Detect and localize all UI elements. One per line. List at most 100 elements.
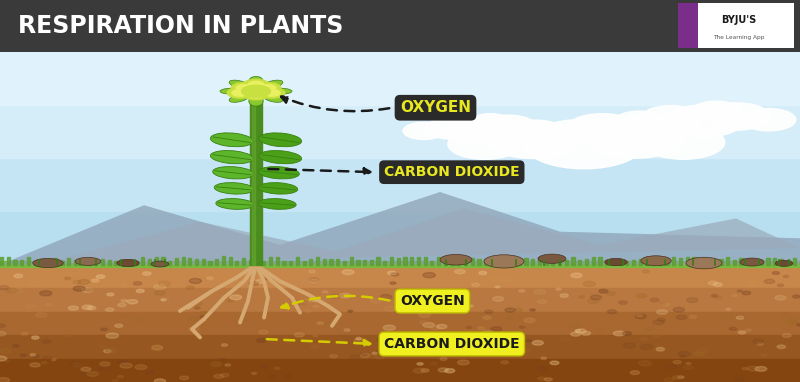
Circle shape	[65, 277, 70, 280]
Bar	[450, 259, 454, 265]
Bar	[0, 105, 800, 158]
Circle shape	[746, 282, 758, 286]
Circle shape	[420, 321, 428, 324]
Circle shape	[582, 331, 590, 335]
Bar	[252, 91, 255, 265]
Bar	[638, 259, 642, 265]
Circle shape	[313, 335, 318, 337]
Circle shape	[14, 274, 22, 278]
Circle shape	[227, 299, 234, 302]
Ellipse shape	[268, 88, 292, 94]
Circle shape	[440, 358, 447, 360]
Circle shape	[391, 273, 399, 276]
Circle shape	[385, 306, 397, 311]
Bar	[121, 261, 124, 265]
Circle shape	[694, 352, 704, 356]
Circle shape	[673, 376, 681, 379]
Text: CARBON DIOXIDE: CARBON DIOXIDE	[384, 165, 520, 179]
Circle shape	[70, 361, 81, 366]
Circle shape	[0, 356, 7, 361]
Circle shape	[468, 305, 473, 307]
Bar	[6, 257, 10, 265]
Circle shape	[434, 332, 444, 336]
Bar	[410, 257, 414, 265]
Circle shape	[704, 103, 770, 130]
Bar	[61, 261, 64, 265]
Circle shape	[264, 89, 280, 96]
Circle shape	[641, 105, 701, 130]
Bar	[632, 261, 635, 265]
Circle shape	[30, 363, 40, 367]
Ellipse shape	[605, 258, 627, 266]
Circle shape	[657, 310, 667, 314]
Bar	[0, 265, 800, 288]
Bar	[444, 259, 447, 265]
Circle shape	[692, 101, 740, 121]
Circle shape	[154, 379, 166, 382]
Circle shape	[761, 354, 766, 356]
Circle shape	[786, 318, 797, 323]
Bar	[766, 258, 770, 265]
Circle shape	[248, 81, 264, 88]
Bar	[0, 288, 800, 312]
Circle shape	[86, 288, 93, 291]
Circle shape	[65, 335, 70, 337]
Text: OXYGEN: OXYGEN	[400, 100, 471, 115]
Circle shape	[106, 308, 114, 311]
Circle shape	[680, 355, 686, 357]
Circle shape	[134, 282, 142, 285]
Circle shape	[437, 324, 447, 329]
Circle shape	[179, 376, 189, 380]
Circle shape	[636, 314, 642, 317]
Circle shape	[51, 359, 56, 361]
Bar	[330, 259, 333, 265]
Bar	[250, 91, 262, 265]
Circle shape	[534, 289, 546, 294]
Circle shape	[753, 339, 763, 344]
Circle shape	[87, 372, 98, 376]
Circle shape	[313, 305, 319, 308]
Circle shape	[372, 352, 378, 354]
Circle shape	[777, 345, 786, 348]
Circle shape	[99, 345, 106, 348]
Bar	[686, 257, 689, 265]
Circle shape	[638, 361, 651, 366]
Circle shape	[236, 84, 252, 91]
Bar	[370, 260, 373, 265]
Ellipse shape	[258, 199, 296, 209]
Circle shape	[310, 279, 318, 283]
Circle shape	[32, 336, 39, 339]
Circle shape	[478, 327, 485, 330]
Ellipse shape	[117, 259, 139, 267]
Circle shape	[732, 295, 738, 297]
Circle shape	[722, 315, 734, 319]
Circle shape	[747, 366, 759, 371]
Circle shape	[757, 343, 763, 345]
Circle shape	[255, 83, 281, 93]
Circle shape	[495, 286, 500, 288]
Circle shape	[154, 285, 166, 290]
Circle shape	[678, 351, 690, 356]
Circle shape	[370, 298, 382, 303]
Circle shape	[107, 293, 114, 296]
Bar	[598, 257, 602, 265]
Circle shape	[640, 344, 653, 350]
Circle shape	[152, 345, 162, 350]
Circle shape	[256, 339, 265, 343]
Circle shape	[524, 318, 535, 323]
Circle shape	[726, 308, 731, 311]
Circle shape	[406, 351, 418, 356]
Circle shape	[259, 87, 285, 98]
Circle shape	[742, 108, 796, 131]
Circle shape	[678, 325, 686, 329]
Bar	[20, 260, 23, 265]
Circle shape	[578, 296, 585, 298]
Circle shape	[541, 357, 546, 359]
Circle shape	[471, 283, 479, 286]
Circle shape	[330, 354, 338, 358]
Bar	[0, 261, 800, 267]
Circle shape	[235, 315, 243, 318]
Bar	[786, 260, 790, 265]
Bar	[626, 261, 629, 265]
Circle shape	[599, 290, 608, 293]
